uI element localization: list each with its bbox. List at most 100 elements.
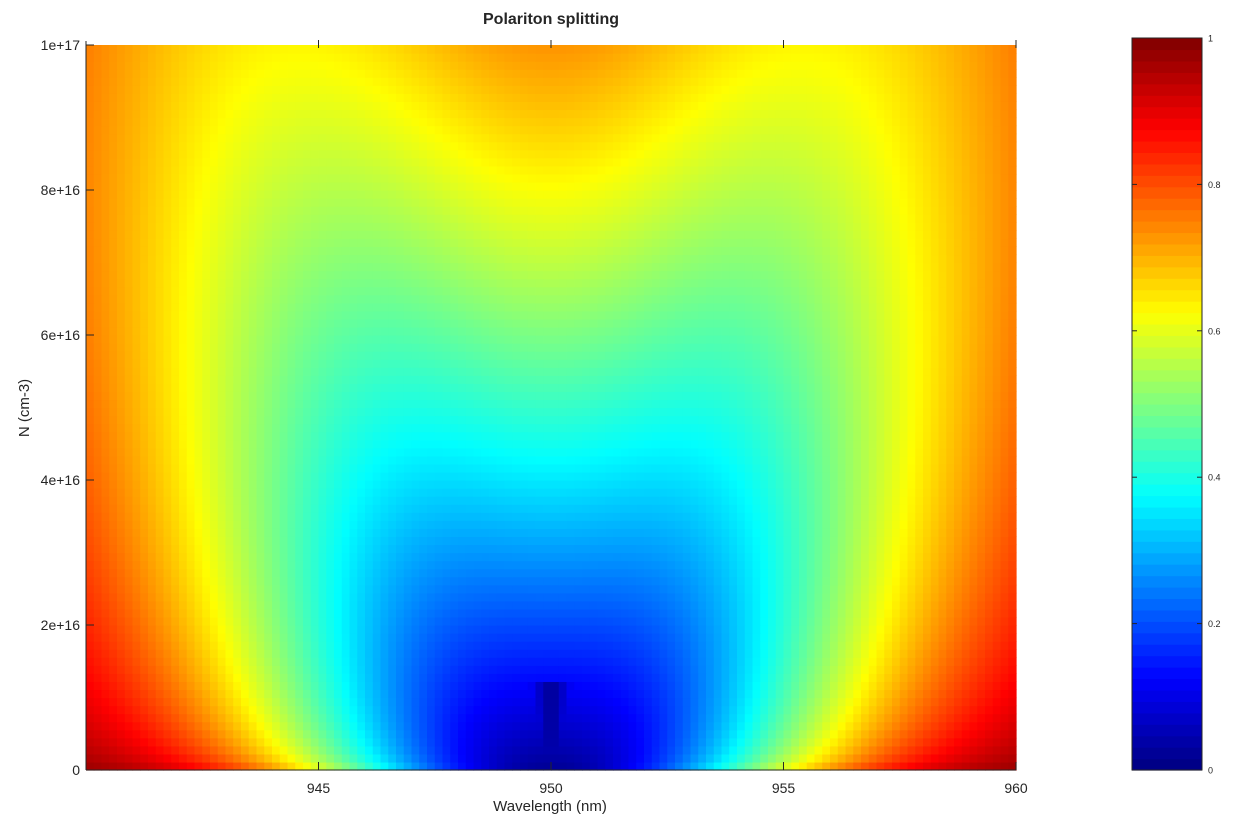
heatmap-cell — [969, 504, 978, 513]
heatmap-cell — [868, 504, 878, 513]
heatmap-cell — [295, 681, 304, 691]
heatmap-cell — [961, 625, 971, 634]
heatmap-cell — [365, 705, 374, 715]
heatmap-cell — [326, 480, 335, 489]
heatmap-cell — [450, 439, 459, 449]
heatmap-cell — [202, 745, 211, 755]
heatmap-cell — [969, 665, 978, 674]
heatmap-cell — [450, 745, 459, 755]
heatmap-cell — [930, 455, 940, 465]
heatmap-cell — [140, 689, 149, 699]
heatmap-cell — [248, 496, 258, 505]
heatmap-cell — [992, 552, 1002, 562]
heatmap-cell — [295, 592, 304, 602]
heatmap-cell — [241, 681, 250, 691]
heatmap-cell — [721, 560, 730, 570]
heatmap-cell — [535, 721, 544, 731]
heatmap-cell — [868, 600, 878, 610]
heatmap-cell — [279, 544, 289, 554]
heatmap-cell — [1008, 673, 1017, 682]
heatmap-cell — [589, 625, 599, 634]
heatmap-cell — [217, 560, 227, 570]
heatmap-cell — [535, 536, 544, 546]
heatmap-cell — [372, 625, 382, 634]
heatmap-cell — [721, 488, 730, 497]
heatmap-cell — [256, 697, 265, 707]
heatmap-cell — [589, 665, 599, 674]
heatmap-cell — [899, 625, 909, 634]
heatmap-cell — [241, 657, 250, 666]
heatmap-cell — [930, 649, 940, 658]
heatmap-cell — [132, 431, 141, 441]
heatmap-cell — [969, 729, 978, 739]
heatmap-cell — [892, 625, 901, 634]
heatmap-cell — [132, 496, 141, 505]
heatmap-cell — [783, 463, 792, 473]
heatmap-cell — [713, 697, 723, 707]
heatmap-cell — [334, 737, 343, 747]
heatmap-cell — [310, 681, 320, 691]
heatmap-cell — [403, 592, 413, 602]
heatmap-cell — [721, 689, 730, 699]
heatmap-cell — [117, 657, 126, 666]
heatmap-cell — [396, 512, 405, 521]
heatmap-cell — [675, 480, 684, 489]
heatmap-cell — [535, 584, 544, 594]
heatmap-cell — [179, 681, 188, 691]
heatmap-cell — [907, 753, 916, 763]
heatmap-cell — [938, 439, 947, 449]
heatmap-cell — [248, 616, 258, 626]
heatmap-cell — [713, 600, 723, 610]
heatmap-cell — [442, 544, 451, 554]
heatmap-cell — [992, 705, 1002, 715]
heatmap-cell — [496, 536, 506, 546]
heatmap-cell — [737, 625, 746, 634]
heatmap-cell — [613, 625, 622, 634]
heatmap-cell — [558, 681, 568, 691]
heatmap-cell — [969, 447, 978, 457]
heatmap-cell — [915, 616, 924, 626]
heatmap-cell — [101, 713, 110, 723]
heatmap-cell — [884, 681, 893, 691]
heatmap-cell — [504, 633, 513, 642]
heatmap-cell — [388, 536, 397, 546]
heatmap-cell — [969, 552, 978, 562]
heatmap-cell — [186, 633, 196, 642]
heatmap-cell — [442, 673, 451, 682]
heatmap-cell — [930, 528, 940, 537]
heatmap-cell — [837, 616, 847, 626]
heatmap-cell — [318, 608, 327, 618]
heatmap-cell — [388, 496, 397, 505]
heatmap-cell — [396, 761, 405, 771]
heatmap-cell — [132, 721, 141, 731]
heatmap-cell — [318, 496, 327, 505]
heatmap-cell — [403, 657, 413, 666]
heatmap-cell — [946, 592, 955, 602]
heatmap-cell — [403, 616, 413, 626]
heatmap-cell — [93, 681, 103, 691]
heatmap-cell — [667, 520, 676, 529]
heatmap-cell — [93, 761, 103, 771]
heatmap-cell — [822, 439, 831, 449]
heatmap-cell — [961, 721, 971, 731]
heatmap-cell — [729, 608, 738, 618]
heatmap-cell — [396, 431, 405, 441]
heatmap-cell — [186, 496, 196, 505]
heatmap-cell — [148, 665, 157, 674]
heatmap-cell — [365, 512, 374, 521]
heatmap-cell — [527, 560, 537, 570]
heatmap-cell — [264, 536, 273, 546]
heatmap-cell — [915, 600, 924, 610]
heatmap-cell — [411, 560, 420, 570]
heatmap-cell — [558, 576, 568, 586]
heatmap-cell — [248, 520, 258, 529]
heatmap-cell — [450, 608, 459, 618]
heatmap-cell — [248, 576, 258, 586]
heatmap-cell — [775, 608, 785, 618]
heatmap-cell — [527, 689, 537, 699]
heatmap-cell — [938, 697, 947, 707]
heatmap-cell — [512, 665, 521, 674]
heatmap-cell — [520, 544, 529, 554]
heatmap-cell — [737, 761, 746, 771]
heatmap-cell — [644, 608, 653, 618]
